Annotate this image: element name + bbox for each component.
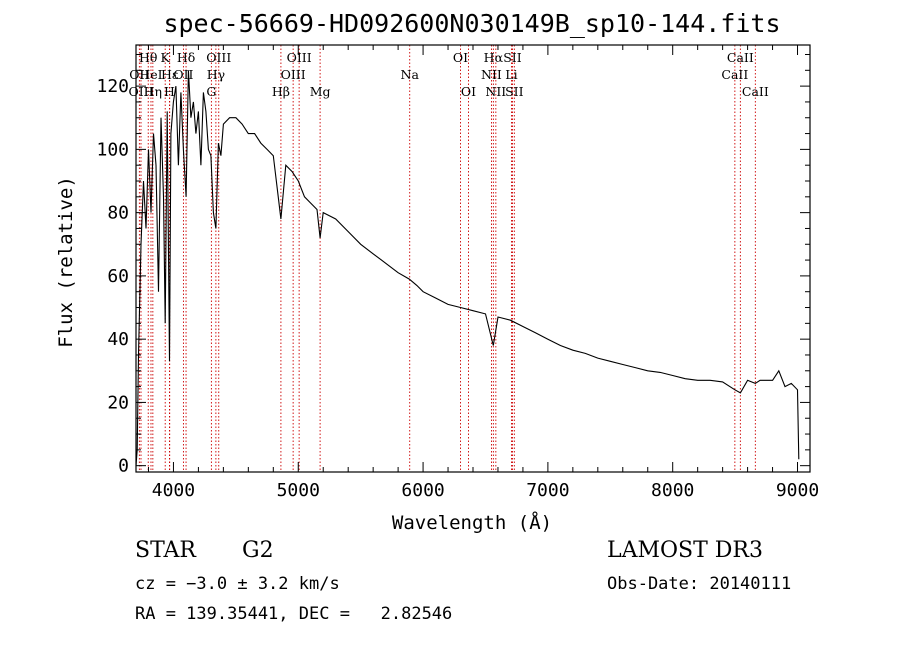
- y-tick-label: 60: [107, 266, 129, 287]
- spectral-line-label: Na: [401, 67, 420, 82]
- spectral-line-label: Hη: [144, 84, 162, 99]
- y-axis-label: Flux (relative): [55, 176, 77, 348]
- spectral-line-label: H: [164, 84, 175, 99]
- y-tick-label: 80: [107, 203, 129, 224]
- spectral-line-label: OIII: [128, 84, 153, 99]
- spectral-line-label: Hε: [161, 67, 178, 82]
- spectral-line-label: NII: [485, 84, 506, 99]
- spectral-line-label: OIII: [206, 50, 231, 65]
- spectral-line-markers: [138, 45, 756, 472]
- spectral-line-label: CaII: [721, 67, 748, 82]
- spectral-line-label: OI: [461, 84, 476, 99]
- spectral-line-label: OIII: [281, 67, 306, 82]
- spectral-line-label: K: [161, 50, 171, 65]
- spectral-line-label: SII: [503, 50, 522, 65]
- y-tick-label: 100: [96, 139, 129, 160]
- observation-date: Obs-Date: 20140111: [607, 574, 792, 594]
- flux-series-line: [135, 70, 800, 466]
- x-tick-label: 5000: [277, 480, 320, 501]
- x-axis-ticks: 4000 5000 6000 7000 8000 9000: [147, 45, 819, 501]
- spectral-line-label: OI: [453, 50, 468, 65]
- survey-name: LAMOST DR3: [607, 538, 763, 563]
- y-tick-label: 120: [96, 76, 129, 97]
- chart-title: spec-56669-HD092600N030149B_sp10-144.fit…: [163, 9, 780, 38]
- object-subclass: G2: [242, 538, 274, 563]
- spectral-line-label: Mg: [310, 84, 331, 99]
- spectral-line-label: Hβ: [272, 84, 290, 99]
- spectral-line-label: HeI: [139, 67, 162, 82]
- x-axis-label: Wavelength (Å): [392, 511, 552, 534]
- spectral-line-label: CaII: [727, 50, 754, 65]
- y-tick-label: 0: [118, 456, 129, 477]
- spectral-line-label: Hα: [484, 50, 504, 65]
- x-tick-label: 7000: [526, 480, 569, 501]
- x-tick-label: 9000: [776, 480, 819, 501]
- x-tick-label: 8000: [651, 480, 694, 501]
- spectral-line-label: OII: [173, 67, 193, 82]
- spectral-line-label: G: [206, 84, 216, 99]
- y-tick-label: 20: [107, 392, 129, 413]
- spectral-line-label: SII: [505, 84, 524, 99]
- redshift-readout: cz = −3.0 ± 3.2 km/s: [135, 574, 340, 594]
- spectral-line-label: OII: [129, 67, 149, 82]
- spectral-line-label: Li: [505, 67, 517, 82]
- x-tick-label: 6000: [401, 480, 444, 501]
- y-tick-label: 40: [107, 329, 129, 350]
- spectral-line-label: Hγ: [207, 67, 225, 82]
- spectral-line-label: NII: [481, 67, 502, 82]
- y-axis-ticks: 0 20 40 60 80 100 120: [96, 53, 810, 477]
- coordinates-readout: RA = 139.35441, DEC = 2.82546: [135, 604, 453, 624]
- spectral-line-label: CaII: [742, 84, 769, 99]
- spectral-line-label: Hθ: [139, 50, 157, 65]
- spectral-line-label: OIII: [287, 50, 312, 65]
- plot-frame: [135, 44, 811, 473]
- spectral-line-labels: HθOIIHeIOIIIHηKHHεHδOIIOIIIHγGOIIIOIIIHβ…: [128, 50, 768, 99]
- object-class: STAR: [135, 538, 196, 563]
- spectral-line-label: Hδ: [177, 50, 195, 65]
- x-tick-label: 4000: [152, 480, 195, 501]
